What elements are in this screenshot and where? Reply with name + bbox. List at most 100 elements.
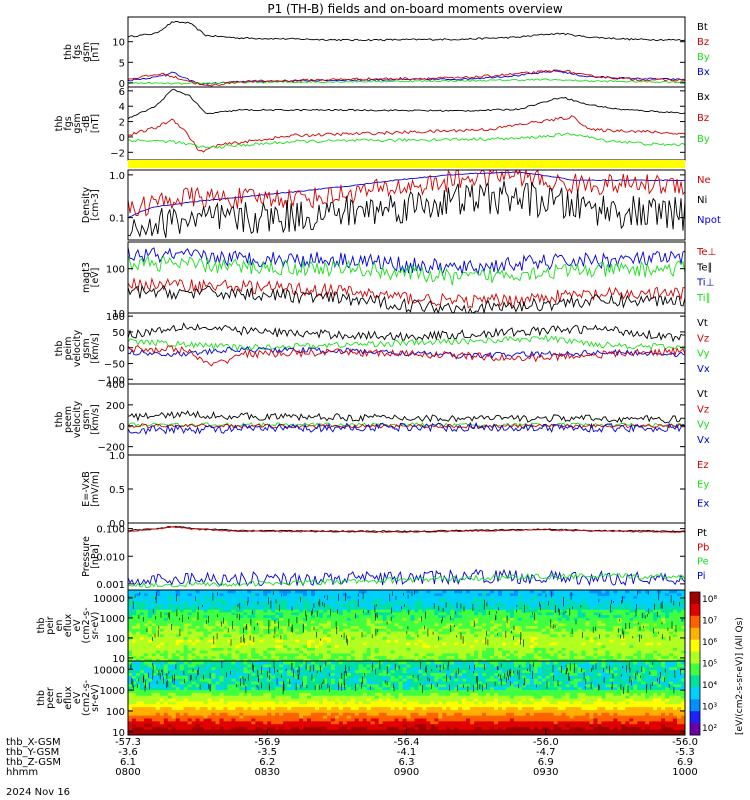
series-temp-2 (128, 277, 685, 309)
panels-group: 0510thbfgsgsm[nT]BtBzByBx−20246thbfgsgsm… (36, 16, 721, 739)
x-axis-row-label: thb_Y-GSM (6, 747, 59, 758)
legend-entry: Vy (697, 420, 710, 431)
y-axis-label: magt3[eV] (81, 262, 101, 293)
y-tick-label: 2 (119, 118, 125, 129)
series-density-2 (128, 180, 685, 238)
legend-entry: Bz (697, 37, 709, 48)
y-tick-label: 0 (119, 344, 125, 355)
legend-entry: Bx (697, 92, 710, 103)
y-axis-label-line: fgs (63, 116, 74, 130)
y-tick-label: 1000 (100, 686, 125, 697)
series-peim-3 (128, 345, 685, 367)
series-fgs-0 (128, 20, 685, 42)
y-tick-label: 0.010 (96, 552, 125, 563)
panel-peer: 10 100 1000 10000 thbpeerenefluxeV(cm2-s-sr-… (36, 660, 686, 739)
x-axis-row-label: hhmm (6, 767, 38, 778)
y-axis-label-line: Pressure (81, 536, 92, 577)
legend-entry: Te⊥ (696, 247, 716, 258)
y-axis-label-line: [km/s] (90, 333, 101, 363)
series-density-0 (128, 171, 685, 219)
legend-entry: Pe (697, 557, 709, 568)
y-tick-label: 6 (119, 87, 125, 98)
y-axis-label: Pressure[nPa] (81, 536, 101, 577)
series-peem-3 (128, 421, 685, 436)
y-tick-label: −200 (98, 443, 125, 454)
series-pressure-1 (128, 526, 685, 533)
panel-density: 0.1 1.0 Density[cm-3] Ne Ni Npot (81, 169, 721, 241)
legend-entry: Vx (697, 435, 710, 446)
y-axis-label-line: eflux (63, 613, 74, 637)
legend-entry: Pb (697, 542, 709, 553)
y-axis-label-line: en (54, 620, 65, 632)
y-tick-label: 100 (106, 312, 125, 323)
y-tick-label: 50 (112, 328, 125, 339)
legend-entry: Bz (697, 113, 709, 124)
x-tick-label: 0900 (394, 767, 419, 778)
colorbar-tick-label: 10⁸ (702, 595, 717, 605)
legend-entry: Ti⊥ (696, 278, 714, 289)
series-pressure-3 (128, 572, 685, 588)
y-tick-label: 400 (106, 380, 125, 391)
x-axis-row-label: thb_Z-GSM (6, 757, 61, 768)
legend-entry: Ex (697, 499, 709, 510)
y-axis-label-line: eV (72, 619, 83, 632)
y-axis-label-line: thb (54, 341, 65, 357)
legend-entry: Ti∥ (696, 293, 711, 304)
legend-entry: By (697, 134, 710, 145)
spectrogram-peir (128, 590, 685, 661)
y-axis-label-line: thb (54, 116, 65, 132)
legend-entry: Vz (697, 333, 709, 344)
status-bar (128, 160, 685, 168)
y-tick-label: 1000 (100, 614, 125, 625)
x-tick-label: 0800 (115, 767, 140, 778)
y-tick-label: 0 (119, 133, 125, 144)
x-tick-label: -4.7 (536, 747, 556, 758)
legend-entry: Te∥ (696, 262, 713, 273)
legend-entry: Pt (697, 528, 707, 539)
y-axis-label-line: gsm (72, 113, 83, 133)
legend-entry: Vx (697, 364, 710, 375)
y-axis-label-line: sr-eV) (90, 684, 101, 712)
y-axis-label-line: -dB (81, 116, 92, 132)
x-tick-label: -56.9 (254, 737, 280, 748)
x-tick-label: 6.9 (538, 757, 554, 768)
y-tick-label: 0.5 (109, 485, 125, 496)
x-tick-label: -3.5 (257, 747, 277, 758)
x-tick-label: 6.3 (399, 757, 415, 768)
y-axis-label-line: peem (63, 406, 74, 433)
series-temp-1 (128, 254, 685, 286)
x-tick-label: -3.6 (118, 747, 138, 758)
x-tick-label: -5.3 (675, 747, 695, 758)
y-axis-label: E=-VxB[mV/m] (81, 471, 101, 507)
series-fgs-3 (128, 69, 685, 87)
y-axis-label-line: peir (45, 616, 56, 635)
x-tick-label: -56.0 (533, 737, 559, 748)
x-tick-label: -56.4 (394, 737, 420, 748)
x-axis-labels: thb_X-GSM -57.3 -56.9 -56.4 -56.0 -56.0 thb_Y-… (6, 729, 698, 778)
y-tick-label: 10 (112, 654, 125, 665)
legend-entry: Vz (697, 404, 709, 415)
y-axis-label-line: fgs (72, 45, 83, 59)
x-tick-label: 1000 (672, 767, 697, 778)
legend-entry: Ne (697, 175, 711, 186)
series-peem-0 (128, 410, 685, 424)
y-axis-label-line: eV (72, 691, 83, 704)
y-axis-label-line: peim (63, 337, 74, 361)
y-tick-label: −50 (104, 359, 125, 370)
legend-entry: Bt (697, 22, 708, 33)
spectrogram-peer (128, 661, 685, 735)
y-tick-label: 1.0 (109, 451, 125, 462)
x-tick-label: 0930 (533, 767, 558, 778)
series-fgs-2 (128, 78, 685, 85)
y-axis-label-line: [cm-3] (90, 189, 101, 220)
x-tick-label: -4.1 (397, 747, 417, 758)
legend-entry: Vy (697, 349, 710, 360)
